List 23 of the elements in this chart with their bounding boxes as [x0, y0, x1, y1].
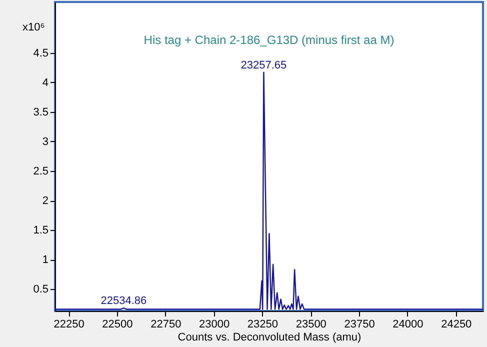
y-tick-label: 3 [42, 136, 48, 148]
x-tick-label: 24250 [441, 318, 472, 330]
x-tick-label: 22250 [54, 318, 84, 330]
y-tick-label: 1.5 [33, 224, 48, 237]
y-tick-label: 0.5 [33, 284, 48, 296]
y-tick-label: 4.5 [33, 47, 48, 60]
annotation: 23257.65 [240, 59, 287, 72]
x-tick-label: 22500 [102, 318, 133, 330]
x-tick-label: 23250 [247, 318, 278, 330]
x-axis-title: Counts vs. Deconvoluted Mass (amu) [178, 332, 362, 344]
y-tick-label: 2.5 [33, 165, 48, 178]
y-tick-label: 3.5 [33, 106, 48, 118]
x-tick-label: 23500 [296, 318, 326, 330]
y-tick-label: 2 [42, 195, 48, 208]
text: His tag + Chain 2-186_G13D (minus first aa M) [144, 33, 394, 47]
annotation: 22534.86 [100, 295, 147, 308]
x-tick-label: 22750 [150, 318, 182, 330]
y-tick-label: 4 [42, 76, 48, 89]
y-tick-label: 1 [42, 254, 48, 266]
y-axis-title: x10⁶ [22, 22, 45, 34]
x-tick-label: 23000 [199, 318, 230, 330]
x-tick-label: 24000 [392, 318, 424, 330]
x-tick-label: 23750 [344, 318, 375, 330]
